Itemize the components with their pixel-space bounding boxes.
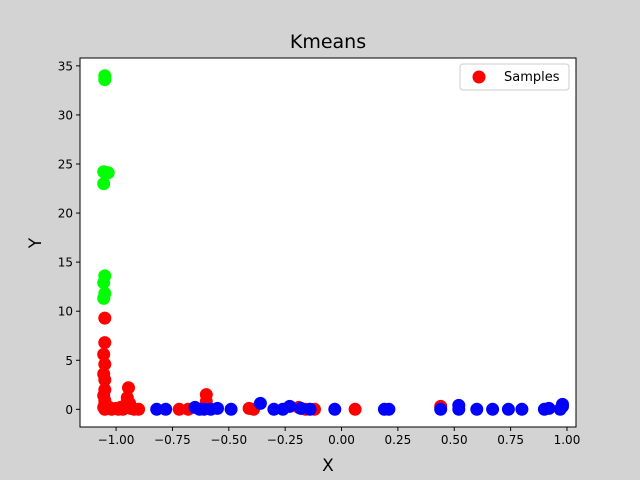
- x-tick-label: −0.25: [267, 433, 304, 447]
- cluster-blue-point: [253, 396, 267, 410]
- y-tick-label: 15: [58, 256, 73, 270]
- legend-box: [459, 63, 570, 91]
- y-tick-label: 30: [58, 108, 73, 122]
- cluster-green-point: [97, 291, 111, 305]
- x-tick-label: 0.50: [441, 433, 468, 447]
- cluster-blue-point: [542, 401, 556, 415]
- plot-area: [80, 58, 576, 427]
- cluster-blue-point: [224, 402, 238, 416]
- data-points: [97, 69, 569, 416]
- cluster-green-point: [101, 166, 115, 180]
- y-tick-label: 10: [58, 305, 73, 319]
- y-tick-label: 5: [65, 354, 73, 368]
- cluster-blue-point: [150, 402, 164, 416]
- cluster-blue-point: [501, 402, 515, 416]
- cluster-blue-point: [303, 402, 317, 416]
- y-tick-label: 20: [58, 207, 73, 221]
- cluster-blue-point: [452, 402, 466, 416]
- y-axis-label: Y: [26, 237, 46, 249]
- cluster-green-point: [97, 177, 111, 191]
- x-tick-label: 1.00: [554, 433, 581, 447]
- cluster-red-point: [98, 373, 112, 387]
- cluster-red-point: [98, 311, 112, 325]
- cluster-blue-point: [211, 401, 224, 415]
- x-tick-label: −1.00: [98, 433, 135, 447]
- cluster-blue-point: [283, 399, 297, 413]
- cluster-blue-point: [328, 402, 342, 416]
- cluster-red-point: [122, 381, 135, 395]
- y-tick-label: 25: [58, 157, 73, 171]
- y-tick-label: 0: [65, 403, 73, 417]
- cluster-green-point: [98, 73, 112, 87]
- cluster-blue-point: [434, 402, 448, 416]
- legend-marker: [472, 70, 486, 84]
- cluster-blue-point: [382, 402, 396, 416]
- x-tick-label: 0.75: [497, 433, 524, 447]
- x-tick-label: −0.75: [154, 433, 191, 447]
- x-tick-label: 0.00: [328, 433, 355, 447]
- x-tick-label: 0.25: [385, 433, 412, 447]
- cluster-red-point: [97, 347, 111, 361]
- cluster-blue-point: [267, 402, 281, 416]
- chart-title: Kmeans: [290, 31, 366, 53]
- cluster-blue-point: [470, 402, 484, 416]
- cluster-green-point: [97, 276, 111, 290]
- cluster-red-point: [348, 402, 362, 416]
- x-axis-ticks: −1.00 −0.75 −0.50 −0.25 0.00 0.25 0.50 0.75 1.00: [98, 427, 581, 447]
- legend-label: Samples: [504, 70, 560, 85]
- cluster-red-point: [132, 402, 146, 416]
- cluster-blue-point: [159, 402, 173, 416]
- legend: Samples: [459, 63, 570, 91]
- y-axis-ticks: 0 5 10 15 20 25 30 35: [58, 59, 80, 417]
- cluster-blue-point: [486, 402, 500, 416]
- axes-frame: [79, 57, 577, 428]
- cluster-red-point: [172, 402, 186, 416]
- x-tick-label: −0.50: [210, 433, 247, 447]
- cluster-red-point: [98, 357, 112, 371]
- cluster-blue-point: [515, 402, 529, 416]
- x-axis-label: X: [322, 456, 334, 476]
- cluster-red-point: [98, 336, 112, 350]
- cluster-blue-point: [556, 397, 569, 411]
- y-tick-label: 35: [58, 59, 73, 73]
